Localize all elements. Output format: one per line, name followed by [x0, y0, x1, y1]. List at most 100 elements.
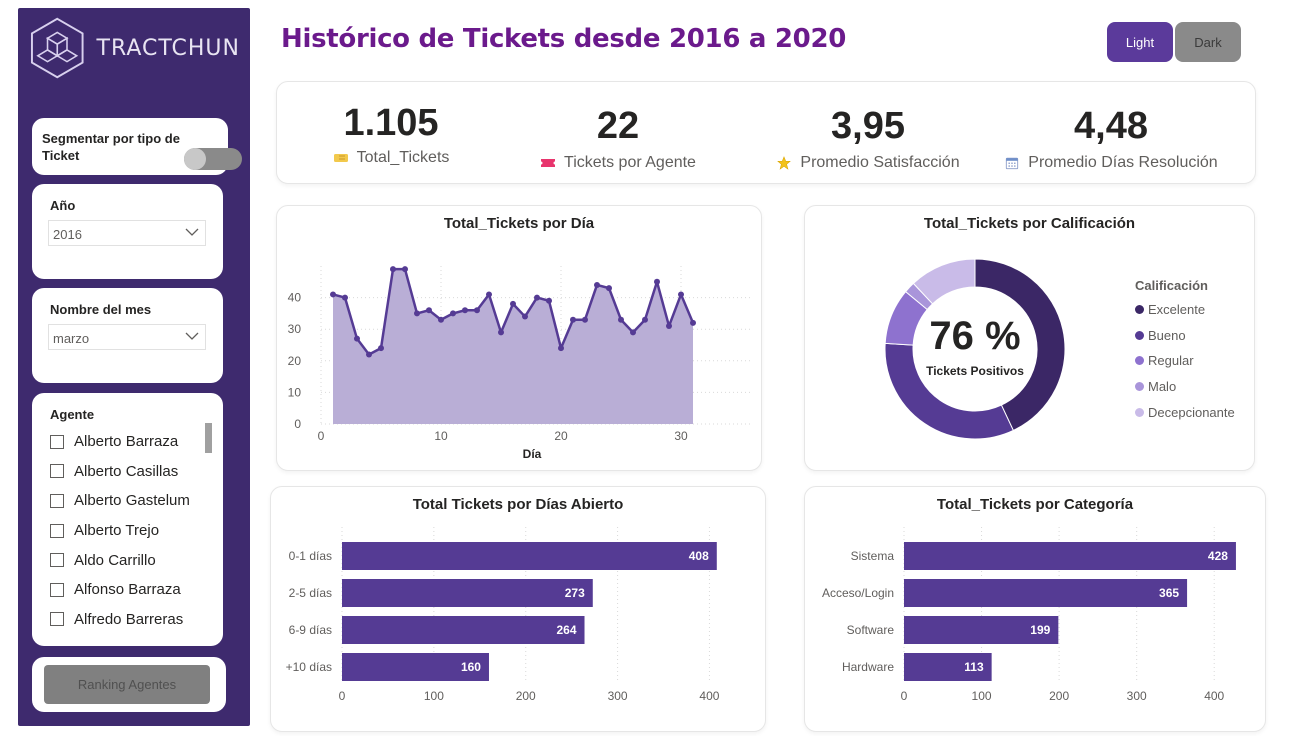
checkbox[interactable]: [50, 582, 64, 597]
cube-logo-icon: [30, 17, 84, 79]
category-label: Hardware: [842, 660, 894, 674]
kpi-label: Tickets por Agente: [564, 154, 696, 171]
data-point: [366, 351, 372, 358]
agent-name: Alberto Casillas: [74, 462, 179, 480]
data-point: [462, 307, 468, 314]
checkbox[interactable]: [50, 553, 64, 568]
data-point: [498, 329, 504, 336]
agent-name: Aldo Carrillo: [74, 551, 156, 569]
kpi-value: 22: [596, 105, 640, 147]
y-tick-label: 40: [288, 291, 302, 305]
data-point: [690, 319, 696, 326]
legend-item[interactable]: Malo: [1135, 374, 1235, 400]
checkbox[interactable]: [50, 464, 64, 479]
light-theme-button[interactable]: Light: [1107, 22, 1173, 62]
data-point: [522, 313, 528, 320]
agent-list: Alberto Barraza Alberto Casillas Alberto…: [50, 427, 210, 634]
bar: [904, 616, 1059, 644]
bar: [342, 579, 593, 607]
ranking-agents-button[interactable]: Ranking Agentes: [44, 665, 210, 704]
category-label: 0-1 días: [289, 549, 332, 563]
legend-item[interactable]: Bueno: [1135, 323, 1235, 349]
agent-list-scrollbar[interactable]: [205, 423, 212, 453]
data-point: [558, 345, 564, 352]
agent-item[interactable]: Alberto Casillas: [50, 457, 210, 487]
bar: [342, 542, 717, 570]
data-point: [330, 291, 336, 298]
month-select[interactable]: marzo: [48, 324, 206, 350]
y-tick-label: 10: [288, 385, 302, 399]
checkbox[interactable]: [50, 434, 64, 449]
data-point: [642, 316, 648, 323]
data-point: [342, 294, 348, 301]
donut-center-label: Tickets Positivos: [926, 364, 1024, 378]
data-point: [510, 300, 516, 307]
kpi-label: Promedio Satisfacción: [800, 154, 960, 171]
x-tick-label: 300: [608, 689, 628, 703]
days-open-bar-chart-svg: 0 100 200 300 400 0-1 días 408 2-5 días 273 6-9 d…: [286, 527, 720, 703]
data-point: [426, 307, 432, 314]
category-bar-chart-svg: 0 100 200 300 400 Sistema 428 Acceso/Login 365 So…: [822, 527, 1236, 703]
legend-label: Malo: [1148, 379, 1177, 395]
x-tick-label: 100: [972, 689, 992, 703]
calendar-icon: [1006, 157, 1019, 170]
bar-value-label: 264: [556, 623, 576, 637]
y-tick-label: 20: [288, 354, 302, 368]
data-point: [354, 335, 360, 342]
dark-theme-button[interactable]: Dark: [1175, 22, 1241, 62]
agent-name: Alberto Gastelum: [74, 492, 190, 510]
x-tick-label: 20: [554, 429, 568, 443]
agent-item[interactable]: Alfonso Barraza: [50, 575, 210, 605]
year-select[interactable]: 2016: [48, 220, 206, 246]
x-tick-label: 400: [699, 689, 719, 703]
x-tick-label: 0: [339, 689, 346, 703]
legend-item[interactable]: Regular: [1135, 348, 1235, 374]
brand-name: TRACTCHUN: [96, 35, 240, 61]
agent-item[interactable]: Alfredo Barreras: [50, 605, 210, 635]
agent-item[interactable]: Alberto Gastelum: [50, 486, 210, 516]
legend-item[interactable]: Decepcionante: [1135, 399, 1235, 425]
agent-item[interactable]: Aldo Carrillo: [50, 545, 210, 575]
bar: [342, 653, 489, 681]
data-point: [546, 297, 552, 304]
segment-card: Segmentar por tipo de Ticket: [32, 118, 242, 175]
kpi-resolution-days: 4,48 Promedio Días Resolución: [991, 82, 1231, 172]
agent-filter-card: Agente Alberto Barraza Alberto Casillas …: [32, 393, 223, 646]
month-filter-card: Nombre del mes marzo: [32, 288, 223, 383]
bar-value-label: 160: [461, 660, 481, 674]
ticket-icon: [333, 154, 348, 162]
x-tick-label: 200: [1049, 689, 1069, 703]
checkbox[interactable]: [50, 612, 64, 627]
bar: [904, 579, 1188, 607]
chart-title: Total_Tickets por Día: [443, 215, 595, 232]
bar: [904, 653, 992, 681]
kpi-value: 3,95: [831, 105, 905, 147]
x-tick-label: 400: [1204, 689, 1224, 703]
rating-legend: Calificación Excelente Bueno Regular Mal…: [1135, 278, 1235, 425]
kpi-satisfaction: 3,95 Promedio Satisfacción: [748, 82, 988, 172]
tickets-by-category-chart: Total_Tickets por Categoría 0 100 200 300 40…: [804, 486, 1266, 732]
data-point: [570, 316, 576, 323]
data-point: [474, 307, 480, 314]
x-tick-label: 30: [674, 429, 688, 443]
checkbox[interactable]: [50, 493, 64, 508]
legend-swatch: [1135, 407, 1144, 417]
x-tick-label: 0: [318, 429, 325, 443]
y-tick-label: 0: [294, 417, 301, 431]
ranking-card: Ranking Agentes: [32, 657, 226, 712]
bar-value-label: 113: [964, 660, 984, 674]
segment-toggle[interactable]: [184, 148, 242, 170]
kpi-value: 1.105: [343, 102, 439, 144]
bar-value-label: 428: [1208, 549, 1228, 563]
bar: [904, 542, 1236, 570]
agent-item[interactable]: Alberto Trejo: [50, 516, 210, 546]
data-point: [678, 291, 684, 298]
legend-item[interactable]: Excelente: [1135, 297, 1235, 323]
category-label: Sistema: [851, 549, 895, 563]
x-tick-label: 300: [1127, 689, 1147, 703]
data-point: [654, 278, 660, 285]
checkbox[interactable]: [50, 523, 64, 538]
area-chart-svg: 0 10 20 30 40 0 10 20 30 Día: [288, 266, 753, 461]
agent-item[interactable]: Alberto Barraza: [50, 427, 210, 457]
tickets-by-rating-chart: Total_Tickets por Calificación 76 % Tick…: [804, 205, 1255, 471]
